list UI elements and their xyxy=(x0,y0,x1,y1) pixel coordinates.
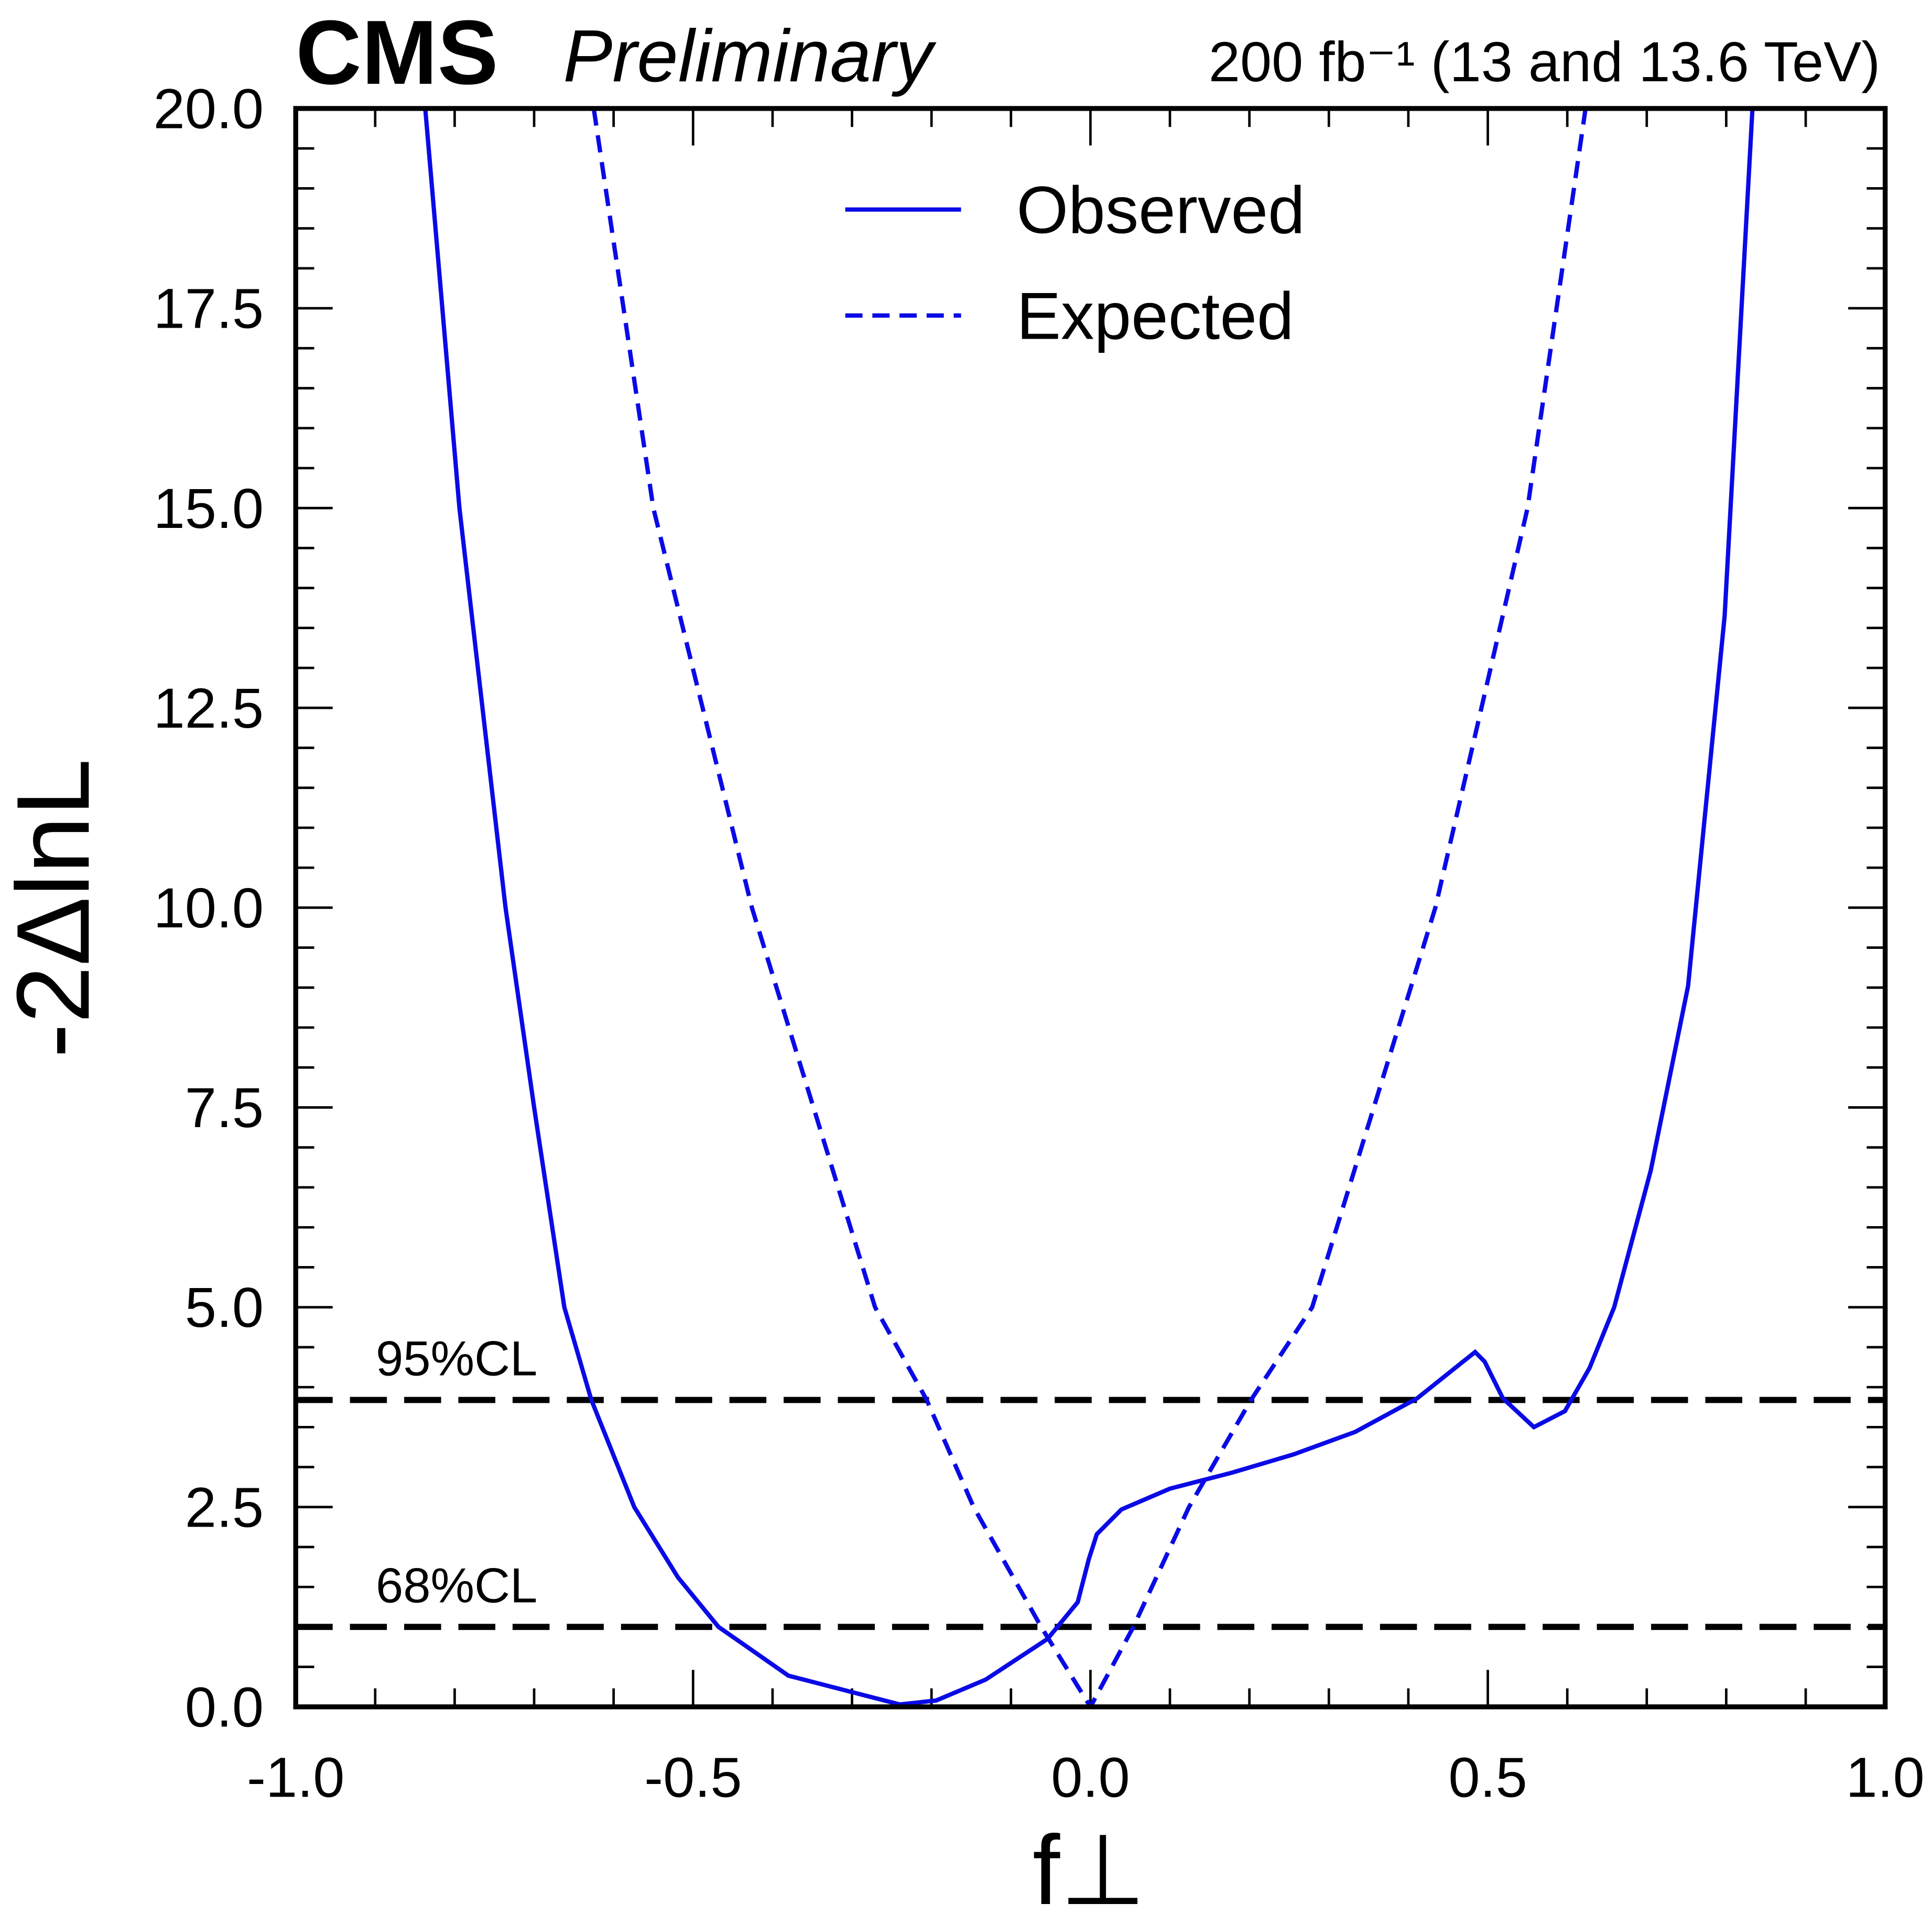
y-tick-label: 0.0 xyxy=(185,1675,264,1738)
plot-frame xyxy=(293,106,1888,1710)
x-tick-label: 0.0 xyxy=(1051,1745,1130,1809)
status-label: Preliminary xyxy=(563,14,937,97)
y-tick-label: 10.0 xyxy=(154,876,264,939)
experiment-label: CMS xyxy=(296,2,498,103)
x-tick-label: 1.0 xyxy=(1846,1745,1925,1809)
y-tick-label: 17.5 xyxy=(154,277,264,340)
y-tick-label: 12.5 xyxy=(154,676,264,740)
y-tick-label: 7.5 xyxy=(185,1076,264,1139)
y-tick-label: 15.0 xyxy=(154,477,264,540)
y-tick-label: 20.0 xyxy=(154,77,264,140)
reference-label: 95%CL xyxy=(376,1331,537,1386)
lumi-label: 200 fb⁻¹ (13 and 13.6 TeV) xyxy=(1209,30,1880,93)
x-axis-title: f⊥ xyxy=(1033,1815,1146,1925)
legend-label: Observed xyxy=(1016,172,1305,247)
legend-label: Expected xyxy=(1016,279,1294,353)
y-axis-title: -2ΔlnL xyxy=(0,759,111,1058)
line-series xyxy=(591,108,1588,1707)
y-tick-label: 5.0 xyxy=(185,1275,264,1339)
x-tick-label: -1.0 xyxy=(247,1745,344,1809)
reference-label: 68%CL xyxy=(376,1558,537,1613)
line-series xyxy=(423,108,1755,1707)
y-tick-label: 2.5 xyxy=(185,1475,264,1539)
x-tick-label: 0.5 xyxy=(1448,1745,1527,1809)
x-tick-label: -0.5 xyxy=(644,1745,742,1809)
